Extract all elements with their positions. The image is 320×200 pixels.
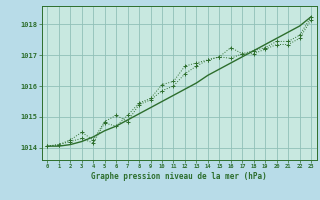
X-axis label: Graphe pression niveau de la mer (hPa): Graphe pression niveau de la mer (hPa) <box>91 172 267 181</box>
